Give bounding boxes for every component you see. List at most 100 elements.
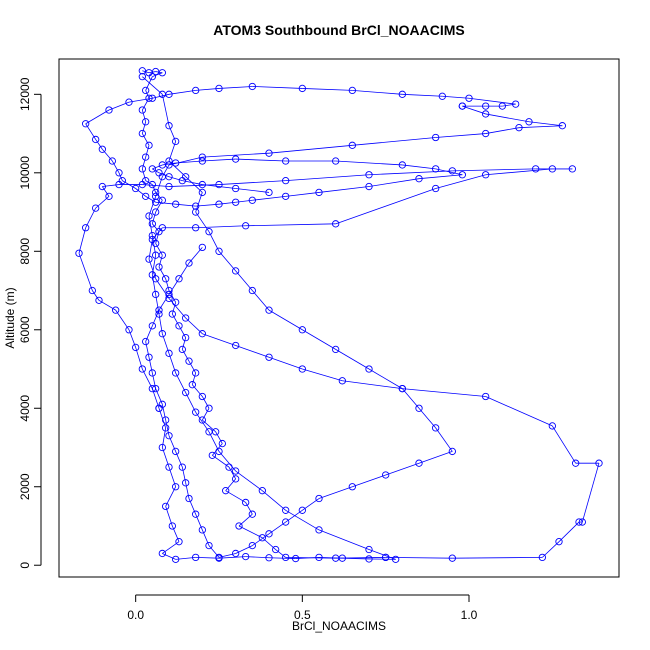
data-point (142, 192, 150, 200)
series-segment (128, 97, 153, 103)
series-segment (402, 388, 420, 409)
data-point (298, 506, 306, 514)
series-segment (435, 174, 486, 189)
data-point (175, 275, 183, 283)
series-segment (175, 372, 187, 393)
data-point (148, 180, 156, 189)
data-point (232, 341, 240, 350)
series-segment (218, 180, 286, 185)
data-point (482, 392, 490, 401)
series-5 (138, 73, 456, 562)
data-point (465, 94, 473, 102)
data-point (248, 541, 256, 550)
data-point (98, 182, 106, 191)
series-segment (185, 317, 203, 334)
data-point (548, 422, 556, 430)
data-point (315, 188, 323, 197)
data-point (265, 353, 273, 361)
data-point (158, 400, 166, 408)
series-segment (285, 174, 370, 182)
x-tick-label: 1.0 (461, 608, 478, 622)
data-point (165, 122, 173, 130)
data-point (232, 549, 240, 558)
data-point (438, 92, 446, 100)
series-segment (335, 349, 370, 370)
data-point (148, 73, 156, 81)
series-segment (195, 88, 220, 91)
data-point (138, 180, 146, 189)
data-point (538, 553, 546, 562)
data-point (458, 102, 466, 110)
series-segment (152, 223, 160, 232)
data-point (432, 424, 440, 432)
data-point (315, 553, 323, 562)
data-point (232, 267, 240, 275)
series-segment (368, 368, 403, 389)
data-point (172, 159, 180, 167)
data-point (112, 306, 120, 314)
series-segment (418, 451, 453, 464)
series-segment (111, 160, 120, 174)
series-segment (518, 125, 563, 129)
data-point (132, 343, 140, 352)
series-segment (141, 156, 147, 169)
data-point (145, 141, 153, 149)
plot-frame (58, 58, 620, 578)
data-point (382, 553, 390, 562)
series-segment (225, 490, 246, 503)
series-segment (181, 337, 187, 350)
data-point (272, 545, 280, 554)
data-point (338, 377, 346, 385)
series-segment (368, 170, 453, 176)
data-point (215, 247, 223, 255)
series-segment (145, 325, 153, 342)
data-point (142, 337, 150, 346)
data-point (148, 231, 156, 240)
series-segment (201, 396, 210, 409)
series-segment (335, 160, 403, 166)
data-point (152, 192, 160, 200)
series-segment (178, 325, 187, 338)
series-segment (158, 266, 167, 279)
data-point (265, 306, 273, 314)
series-segment (85, 109, 110, 125)
data-point (348, 141, 356, 149)
series-segment (145, 180, 153, 185)
data-point (152, 290, 160, 299)
series-segment (202, 152, 270, 158)
data-point (365, 171, 373, 179)
data-point (198, 416, 206, 424)
data-point (98, 145, 106, 153)
y-axis-label: Altitude (m) (3, 287, 17, 348)
data-point (138, 365, 146, 373)
series-segment (188, 498, 197, 515)
series-4 (82, 82, 520, 210)
data-point (458, 171, 466, 179)
series-segment (252, 290, 270, 311)
data-point (298, 326, 306, 334)
data-point (192, 369, 200, 377)
series-segment (235, 345, 270, 358)
data-point (198, 392, 206, 401)
series-segment (102, 148, 113, 162)
series-segment (141, 368, 153, 389)
data-point (145, 212, 153, 220)
data-point (448, 447, 456, 456)
series-segment (168, 160, 186, 178)
data-point (258, 487, 266, 495)
data-point (242, 498, 250, 507)
series-segment (235, 270, 253, 291)
series-segment (122, 180, 136, 189)
data-point (158, 161, 166, 169)
data-point (215, 553, 223, 562)
data-point (215, 84, 223, 93)
series-segment (352, 89, 403, 95)
series-segment (145, 76, 153, 91)
data-point (198, 157, 206, 165)
data-point (448, 554, 456, 562)
data-point (152, 208, 160, 216)
data-point (172, 369, 180, 377)
data-point (162, 502, 170, 511)
series-segment (92, 290, 100, 301)
series-segment (218, 556, 246, 559)
